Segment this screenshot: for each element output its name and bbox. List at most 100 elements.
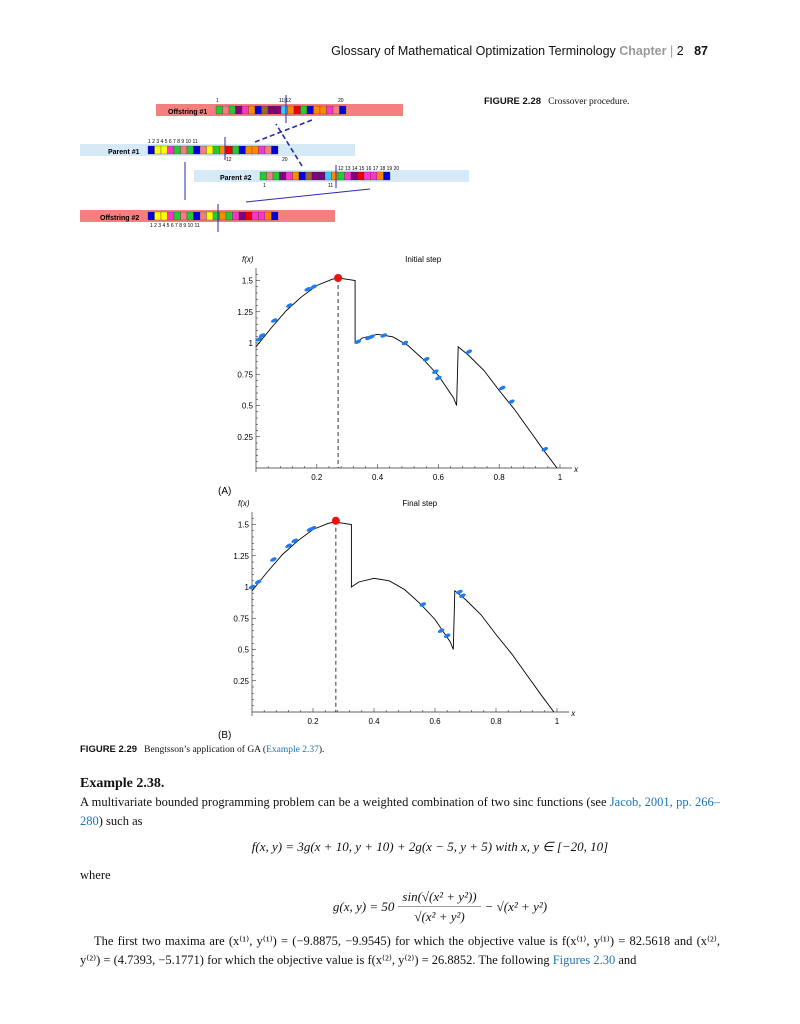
population-point: [443, 633, 451, 638]
population-point: [401, 340, 409, 346]
parent2-gene: [292, 171, 300, 181]
offstring1-gene: [261, 105, 269, 115]
y-axis-label: f(x): [238, 499, 250, 508]
chart-title: Final step: [402, 499, 437, 508]
offstring1-gene: [267, 105, 275, 115]
offstring1-gene: [254, 105, 262, 115]
caption-end: ).: [318, 745, 325, 755]
offstring2-gene: [173, 211, 181, 221]
offstring2-gene: [212, 211, 220, 221]
citation-link[interactable]: Jacob, 2001, pp. 266–280: [80, 795, 721, 828]
parent2-gene: [331, 171, 339, 181]
offstring2-gene: [251, 211, 259, 221]
num: 1: [216, 98, 219, 104]
offstring2-gene: [264, 211, 272, 221]
chart-title: Initial step: [405, 255, 442, 264]
y-tick-label: 1.5: [238, 521, 250, 530]
offstring2-gene: [180, 211, 188, 221]
parent2-gene: [357, 171, 365, 181]
y-tick-label: 1: [245, 583, 250, 592]
text: A multivariate bounded programming probl…: [80, 795, 610, 809]
population-point: [456, 589, 463, 595]
page-number: 87: [694, 44, 708, 58]
arrow: [184, 162, 371, 203]
x-axis-label: x: [573, 465, 579, 474]
y-axis-label: f(x): [242, 255, 254, 264]
x-tick-label: 0.2: [311, 473, 323, 482]
offstring1-gene: [306, 105, 314, 115]
offstring2-gene: [167, 211, 175, 221]
offstring1-gene: [228, 105, 236, 115]
offstring2-gene: [186, 211, 194, 221]
parent1-gene: [160, 145, 168, 155]
offstring1-gene: [287, 105, 295, 115]
population-point: [286, 303, 293, 308]
x-tick-label: 0.4: [372, 473, 384, 482]
parent2-gene: [279, 171, 287, 181]
num: 1 2 3 4 5 6 7 8 9 10 11: [150, 223, 200, 229]
crossover-diagram: Offstring #1 Parent #1 Parent #2 Offstring …: [80, 95, 469, 232]
text: The first two maxima are (x⁽¹⁾, y⁽¹⁾) = …: [80, 934, 720, 967]
parent1-gene: [245, 145, 253, 155]
eq-numerator: sin(√(x² + y²)): [398, 887, 481, 907]
parent2-gene: [259, 171, 267, 181]
population-point: [270, 318, 278, 323]
parent2-label: Parent #2: [220, 175, 252, 182]
population-point: [459, 593, 466, 598]
offstring1-gene: [215, 105, 223, 115]
eq-lhs: g(x, y) = 50: [332, 899, 395, 914]
offstring2-gene: [232, 211, 240, 221]
parent1-gene: [147, 145, 155, 155]
offstring1-gene: [235, 105, 243, 115]
chapter-label: Chapter: [619, 44, 667, 58]
population-point: [254, 579, 262, 585]
population-point: [285, 543, 292, 548]
offstring2-gene: [271, 211, 279, 221]
population-point: [437, 628, 445, 633]
parent1-gene: [154, 145, 162, 155]
parent1-gene: [212, 145, 220, 155]
population-point: [422, 357, 430, 362]
parent1-gene: [232, 145, 240, 155]
y-tick-label: 1: [249, 339, 254, 348]
parent2-gene: [311, 171, 319, 181]
y-tick-label: 0.5: [242, 402, 254, 411]
parent1-gene: [199, 145, 207, 155]
parent2-gene: [305, 171, 313, 181]
function-curve: [255, 277, 558, 469]
figures-link[interactable]: Figures 2.30: [552, 953, 616, 967]
parent2-gene: [272, 171, 280, 181]
example-intro: A multivariate bounded programming probl…: [80, 793, 720, 831]
plot-b: 0.2 0.4 0.6 0.8 1 0.25 0.5 0.75 1 1.25 1.5 f(x) x Fin…: [218, 499, 576, 741]
eq-denominator: √(x² + y²): [414, 909, 465, 924]
parent2-gene: [344, 171, 352, 181]
x-tick-label: 0.8: [490, 717, 502, 726]
num: 20: [338, 98, 344, 104]
parent2-gene: [324, 171, 332, 181]
num: 20: [282, 157, 288, 163]
offstring1-gene: [332, 105, 340, 115]
x-axis-label: x: [570, 709, 576, 718]
population-point: [432, 369, 439, 374]
x-tick-label: 0.4: [368, 717, 380, 726]
offstring2-gene: [219, 211, 227, 221]
offstring2-label: Offstring #2: [100, 215, 139, 222]
parent1-gene: [180, 145, 188, 155]
parent2-gene: [266, 171, 274, 181]
parent2-gene: [363, 171, 371, 181]
num: 11: [328, 183, 333, 189]
y-tick-label: 1.5: [242, 277, 254, 286]
function-curve: [251, 521, 555, 713]
y-tick-label: 0.75: [237, 370, 253, 379]
offstring2-gene: [160, 211, 168, 221]
parent1-gene: [206, 145, 214, 155]
example-link[interactable]: Example 2.37: [266, 745, 319, 755]
offstring2-gene: [193, 211, 201, 221]
x-tick-label: 1: [558, 473, 563, 482]
example-title: Example 2.38.: [80, 776, 165, 791]
figure-label: FIGURE 2.28: [484, 96, 542, 107]
population-point: [435, 375, 442, 381]
parent1-gene: [193, 145, 201, 155]
offstring2-gene: [258, 211, 266, 221]
